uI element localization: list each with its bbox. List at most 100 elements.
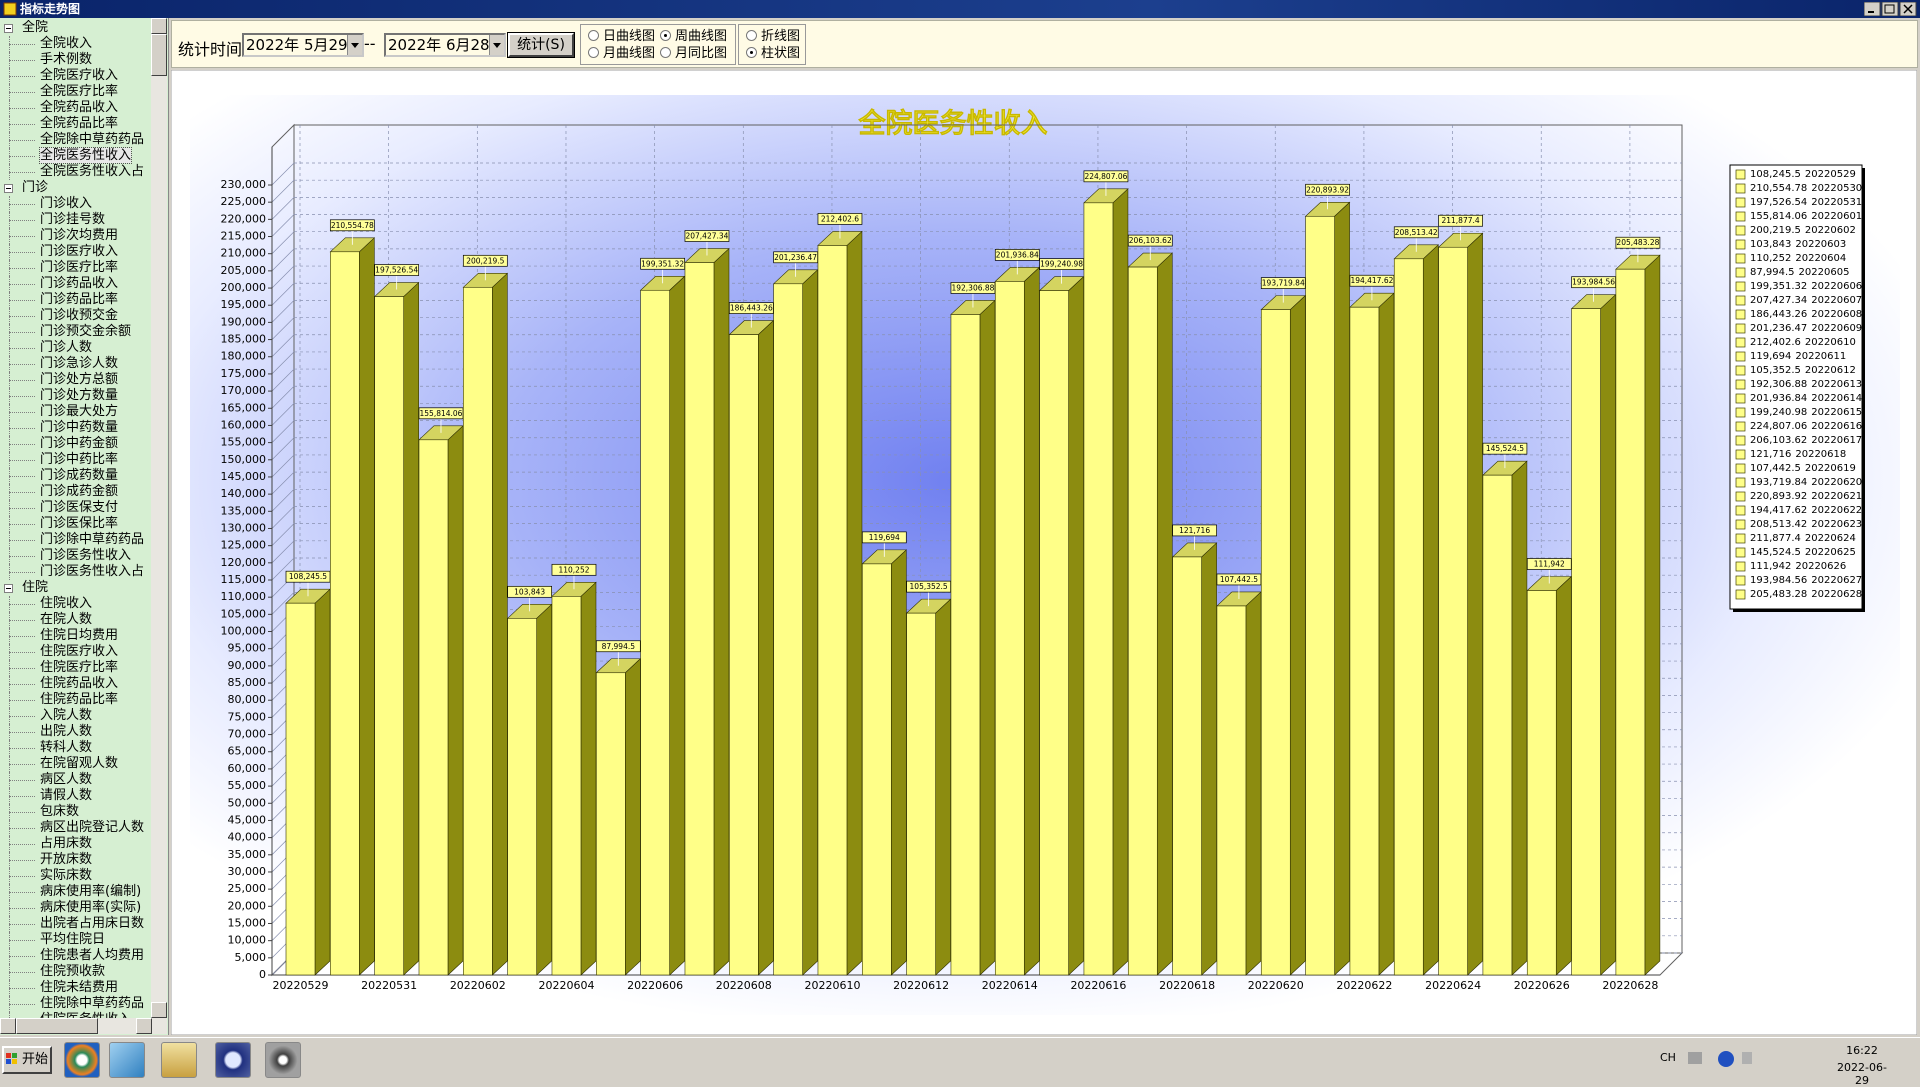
bar <box>728 334 759 976</box>
tree-item[interactable]: 出院人数 <box>0 724 150 740</box>
window-controls[interactable] <box>1864 2 1918 16</box>
tree-item[interactable]: 转科人数 <box>0 740 150 756</box>
tray-icons[interactable] <box>1686 1048 1756 1070</box>
tree-item[interactable]: 住院医务性收入 <box>0 1012 150 1018</box>
tree-item[interactable]: 全院医务性收入占 <box>0 164 150 180</box>
tree-item[interactable]: 门诊人数 <box>0 340 150 356</box>
grid-line <box>271 489 295 512</box>
tree-item[interactable]: 住院患者人均费用 <box>0 948 150 964</box>
start-button[interactable]: 开始 <box>2 1046 52 1074</box>
stat-button[interactable]: 统计(S) <box>507 32 575 58</box>
tree-item[interactable]: 门诊药品比率 <box>0 292 150 308</box>
tree-item[interactable]: 门诊医保比率 <box>0 516 150 532</box>
item-label: 入院人数 <box>40 708 93 723</box>
tree-item[interactable]: 全院医疗比率 <box>0 84 150 100</box>
start-date-picker[interactable]: 2022年 5月29 <box>242 33 364 57</box>
tree-item[interactable]: 住院预收款 <box>0 964 150 980</box>
tree-item[interactable]: 住院除中草药药品 <box>0 996 150 1012</box>
taskbar-app[interactable] <box>215 1042 251 1078</box>
tree-item[interactable]: 病床使用率(编制) <box>0 884 150 900</box>
tree-item[interactable]: 病区人数 <box>0 772 150 788</box>
tree-item[interactable]: 请假人数 <box>0 788 150 804</box>
legend-entry: 201,936.84 20220614 <box>1750 393 1862 404</box>
tree-item[interactable]: 门诊预交金余额 <box>0 324 150 340</box>
radio-option[interactable]: 折线图 <box>746 30 800 44</box>
tree-item[interactable]: 门诊收入 <box>0 196 150 212</box>
tree-item[interactable]: 入院人数 <box>0 708 150 724</box>
item-label: 全院药品收入 <box>40 100 119 115</box>
taskbar-app[interactable] <box>109 1042 145 1078</box>
tree-item[interactable]: 住院药品比率 <box>0 692 150 708</box>
tree-item[interactable]: 住院医疗比率 <box>0 660 150 676</box>
y-tick-label: 40,000 <box>228 831 267 844</box>
language-indicator[interactable]: CH <box>1660 1051 1676 1064</box>
tree-item[interactable]: 占用床数 <box>0 836 150 852</box>
tree-item[interactable]: 门诊处方总额 <box>0 372 150 388</box>
tree-item[interactable]: 门诊挂号数 <box>0 212 150 228</box>
tree-item[interactable]: 在院留观人数 <box>0 756 150 772</box>
taskbar-app[interactable] <box>265 1042 301 1078</box>
horizontal-scrollbar[interactable] <box>0 1018 167 1034</box>
value-label: 224,807.06 <box>1084 172 1127 181</box>
taskbar-app[interactable] <box>161 1042 197 1078</box>
tree-item[interactable]: 门诊医疗比率 <box>0 260 150 276</box>
vertical-scrollbar[interactable] <box>151 18 167 1018</box>
item-label: 门诊中药金额 <box>40 436 119 451</box>
tree-item[interactable]: 住院收入 <box>0 596 150 612</box>
tree-item[interactable]: 住院日均费用 <box>0 628 150 644</box>
bar <box>861 563 892 976</box>
tree-item[interactable]: 门诊收预交金 <box>0 308 150 324</box>
tree-item[interactable]: 住院未结费用 <box>0 980 150 996</box>
radio-option[interactable]: 月曲线图 <box>588 47 655 61</box>
radio-option[interactable]: 周曲线图 <box>660 30 727 44</box>
tree-item[interactable]: 病床使用率(实际) <box>0 900 150 916</box>
radio-option[interactable]: 日曲线图 <box>588 30 655 44</box>
tree-group[interactable]: 门诊 <box>0 180 150 196</box>
tree-item[interactable]: 门诊医务性收入占 <box>0 564 150 580</box>
tree-item[interactable]: 门诊最大处方 <box>0 404 150 420</box>
tree-item[interactable]: 门诊医保支付 <box>0 500 150 516</box>
tree-item[interactable]: 住院医疗收入 <box>0 644 150 660</box>
tree-item[interactable]: 全院药品收入 <box>0 100 150 116</box>
tree-item[interactable]: 开放床数 <box>0 852 150 868</box>
radio-option[interactable]: 柱状图 <box>746 47 800 61</box>
tree-item[interactable]: 门诊医疗收入 <box>0 244 150 260</box>
tree-item[interactable]: 全院医疗收入 <box>0 68 150 84</box>
tree-item[interactable]: 门诊药品收入 <box>0 276 150 292</box>
tree-item[interactable]: 门诊中药金额 <box>0 436 150 452</box>
tree-group[interactable]: 全院 <box>0 20 150 36</box>
legend-entry: 87,994.5 20220605 <box>1750 267 1849 278</box>
tree-item[interactable]: 门诊除中草药药品 <box>0 532 150 548</box>
tree-item[interactable]: 实际床数 <box>0 868 150 884</box>
tree-item[interactable]: 门诊中药数量 <box>0 420 150 436</box>
legend-swatch <box>1735 505 1746 516</box>
tree-item[interactable]: 在院人数 <box>0 612 150 628</box>
tree-item[interactable]: 门诊成药数量 <box>0 468 150 484</box>
tree-item[interactable]: 门诊次均费用 <box>0 228 150 244</box>
tree-item[interactable]: 全院医务性收入 <box>0 147 150 164</box>
tree-item[interactable]: 住院药品收入 <box>0 676 150 692</box>
tree-item[interactable]: 全院收入 <box>0 36 150 52</box>
legend-swatch <box>1735 197 1746 208</box>
bar-side <box>1289 294 1306 976</box>
legend-value: 220,893.92 <box>1750 491 1807 502</box>
taskbar-app[interactable] <box>64 1042 100 1078</box>
tree-group[interactable]: 住院 <box>0 580 150 596</box>
tree-item[interactable]: 出院者占用床日数 <box>0 916 150 932</box>
item-label: 门诊收入 <box>40 196 93 211</box>
tree-item[interactable]: 门诊急诊人数 <box>0 356 150 372</box>
radio-option[interactable]: 月同比图 <box>660 47 727 61</box>
tree-item[interactable]: 门诊成药金额 <box>0 484 150 500</box>
tree-item[interactable]: 全院除中草药药品 <box>0 132 150 148</box>
tree-item[interactable]: 全院药品比率 <box>0 116 150 132</box>
item-label: 住院预收款 <box>40 964 106 979</box>
tree-item[interactable]: 手术例数 <box>0 52 150 68</box>
tree-item[interactable]: 门诊医务性收入 <box>0 548 150 564</box>
tree-item[interactable]: 平均住院日 <box>0 932 150 948</box>
tree-item[interactable]: 门诊处方数量 <box>0 388 150 404</box>
end-date-picker[interactable]: 2022年 6月28 <box>384 33 506 57</box>
tree-item[interactable]: 包床数 <box>0 804 150 820</box>
legend-swatch <box>1735 365 1746 376</box>
tree-item[interactable]: 病区出院登记人数 <box>0 820 150 836</box>
tree-item[interactable]: 门诊中药比率 <box>0 452 150 468</box>
